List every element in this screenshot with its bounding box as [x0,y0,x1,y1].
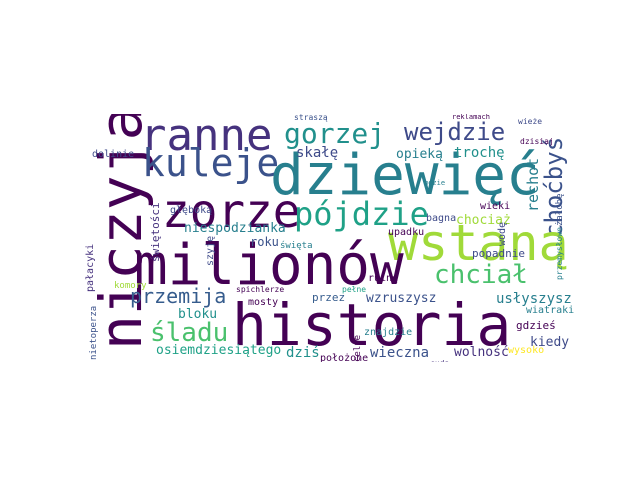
word-strasza: straszą [294,114,328,122]
word-palacyki: pałacyki [85,243,96,292]
word-przemija: przemija [130,284,227,308]
word-przez: przez [312,291,346,304]
word-pojdzie: pójdzie [294,195,429,233]
word-cloud: niczyja ranne kuleje gorzej wejdzie dzie… [80,114,576,362]
word-skale: skałę [296,145,339,161]
word-rechot: rechot [524,157,542,212]
word-nietoperza: nietoperza [89,305,99,360]
word-zorze: zorze [162,184,301,238]
word-chociaz: chociaż [456,213,511,228]
word-bloku: bloku [178,307,218,322]
word-gdzie: gdzie [424,179,446,187]
word-celne: celne [353,334,363,362]
word-ranne: ranne [140,114,273,161]
word-bagna: bagna [426,213,457,224]
word-pelne: pełne [342,285,367,294]
word-niespodzianka: niespodzianka [184,221,286,236]
word-wstana: wstaną [388,214,569,272]
word-kuleje: kuleje [142,141,280,185]
word-dziewiec: dziewięć [270,143,540,208]
word-cuda: cuda [430,360,449,363]
word-swietosci: świętości [149,202,162,262]
word-wieki: wieki [480,201,511,212]
word-ruine: ruinę [368,273,399,284]
word-wysoko: wysoko [508,345,545,356]
word-dzisiaj: dzisiaj [520,137,554,146]
word-mosty: mosty [248,297,279,308]
word-wieczna: wieczna [370,345,430,361]
word-sladu: śladu [150,318,229,348]
word-osiemdziesiatego: osiemdziesiątego [156,343,282,358]
word-troche: trochę [454,145,505,161]
word-roku: roku [250,235,279,249]
word-uslyszysz: usłyszysz [496,291,572,307]
word-gorzej: gorzej [284,117,386,150]
word-dolinie: dolinie [92,149,135,160]
word-milionow: milionów [134,233,404,298]
word-wzruszysz: wzruszysz [366,291,437,306]
word-gdzies: gdzieś [516,319,556,332]
word-znajdzie: znajdzie [364,327,413,338]
word-wode: wodę [497,221,508,246]
word-wiatraki: wiatraki [526,305,575,316]
word-chcial: chciał [434,260,528,290]
word-swieta: święta [280,241,313,251]
word-dzis: dziś [286,345,320,361]
word-spichlerze: spichlerze [236,285,285,294]
word-upadku: upadku [388,227,425,238]
word-kiedy: kiedy [530,335,570,350]
word-popadnie: popadnie [472,247,525,260]
word-szyje: szyję [205,235,216,266]
word-zalobe: żałobę [555,193,565,226]
word-wejdzie: wejdzie [404,118,506,146]
word-reklamach: reklamach [452,114,490,121]
word-wolnosc: wolność [454,345,509,360]
word-historia: historia [232,291,512,359]
word-polozone: położone [320,353,369,363]
word-przemyslowe: przemysłowe [555,227,564,280]
word-komory: komory [114,281,147,291]
word-wieze: wieże [518,117,543,126]
word-opieka: opieką [396,147,443,162]
word-glebokia: głęboką [170,205,213,216]
